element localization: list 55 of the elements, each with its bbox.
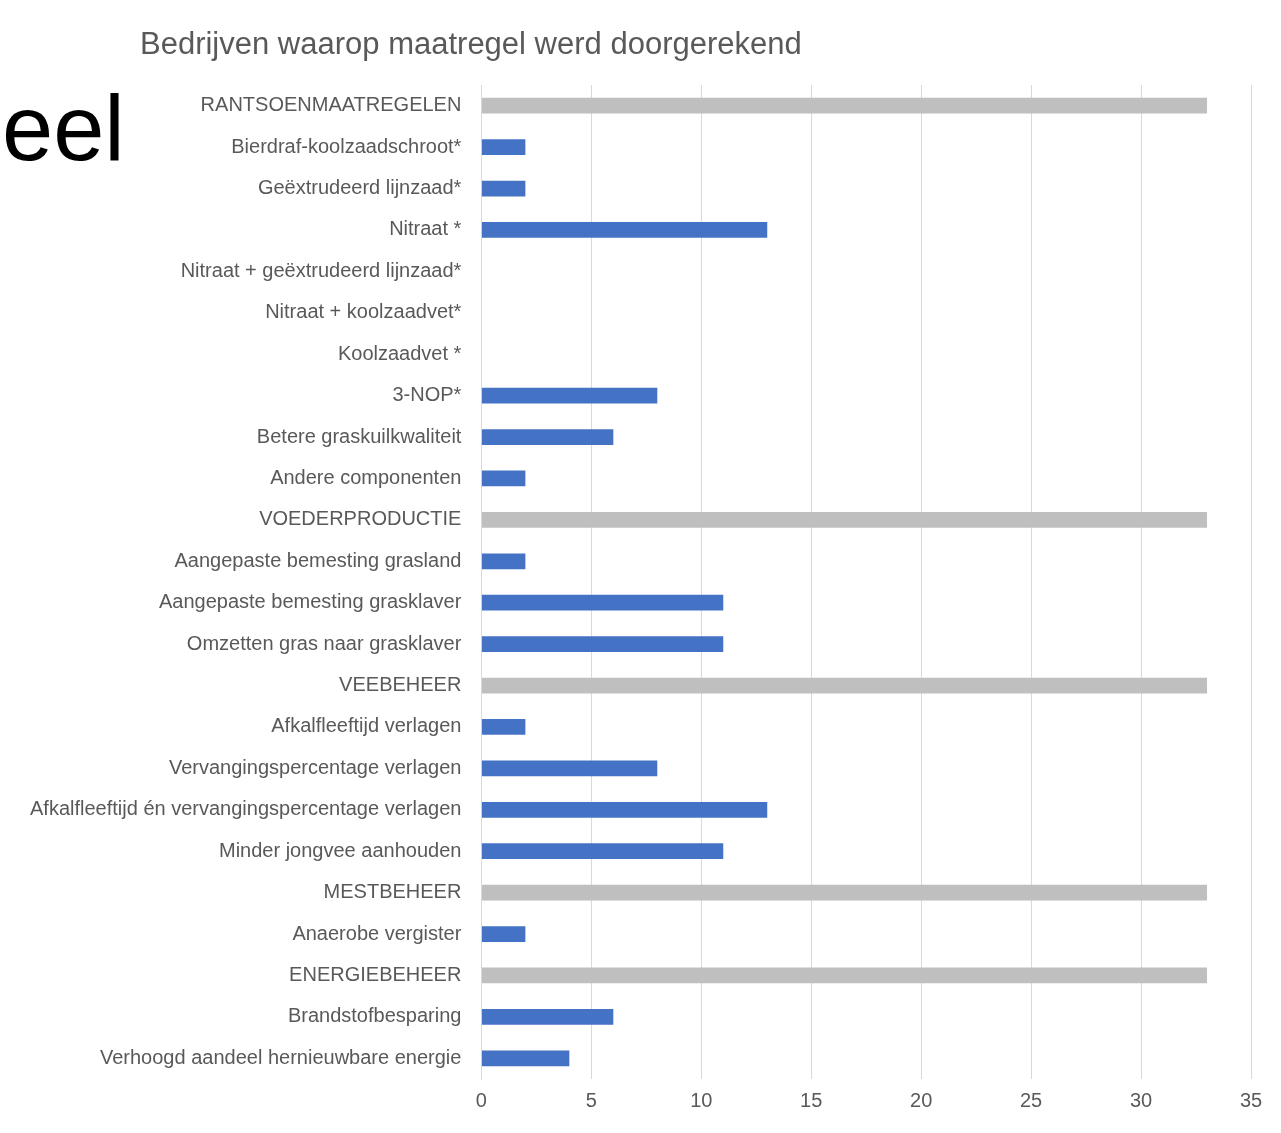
x-tick-label: 5	[585, 1088, 597, 1111]
y-tick-label: Andere componenten	[270, 465, 462, 488]
y-tick-label: Brandstofbesparing	[287, 1004, 462, 1027]
bar	[481, 512, 1208, 528]
x-tick-label: 25	[1019, 1088, 1043, 1111]
bar	[481, 677, 1208, 694]
bar	[481, 843, 724, 860]
bar	[481, 760, 658, 777]
x-tick-label: 35	[1239, 1088, 1263, 1111]
y-tick-label: Koolzaadvet *	[337, 341, 462, 364]
y-tick-label: ENERGIEBEHEER	[289, 962, 462, 985]
y-tick-label: 3-NOP*	[392, 383, 462, 406]
y-tick-label: Minder jongvee aanhouden	[218, 838, 462, 861]
bar	[481, 387, 658, 404]
y-tick-label: Omzetten gras naar grasklaver	[186, 631, 462, 654]
bar	[481, 884, 1208, 901]
y-tick-label: Vervangingspercentage verlagen	[168, 755, 462, 778]
bar	[481, 636, 724, 652]
x-tick-label: 30	[1129, 1088, 1153, 1111]
y-tick-label: MESTBEHEER	[323, 880, 462, 903]
bar	[481, 429, 614, 445]
chart-title: Bedrijven waarop maatregel werd doorgerekend	[140, 25, 802, 61]
bar	[481, 926, 526, 942]
y-tick-label: Aangepaste bemesting grasland	[174, 548, 462, 571]
x-tick-label: 0	[475, 1088, 487, 1111]
bar	[481, 97, 1208, 114]
y-tick-label: Anaerobe vergister	[292, 921, 462, 944]
y-tick-label: Nitraat *	[389, 217, 462, 240]
y-tick-label: Aangepaste bemesting grasklaver	[158, 590, 462, 613]
bar	[481, 719, 526, 735]
x-tick-label: 20	[910, 1088, 933, 1111]
bar	[481, 553, 526, 570]
bar	[481, 222, 768, 238]
bar	[481, 139, 526, 155]
y-tick-label: Afkalfleeftijd verlagen	[271, 714, 462, 737]
x-tick-label: 15	[800, 1088, 823, 1111]
y-tick-label: Betere graskuilkwaliteit	[256, 424, 462, 447]
y-tick-label: VOEDERPRODUCTIE	[259, 507, 462, 530]
bar	[481, 470, 526, 487]
y-tick-label: Nitraat + geëxtrudeerd lijnzaad*	[180, 258, 462, 281]
y-tick-label: RANTSOENMAATREGELEN	[200, 93, 462, 116]
bar	[481, 967, 1208, 984]
y-tick-label: Nitraat + koolzaadvet*	[265, 300, 462, 323]
bar	[481, 594, 724, 611]
y-tick-label: Bierdraf-koolzaadschroot*	[231, 134, 462, 157]
bar	[481, 1050, 570, 1067]
y-tick-label: Geëxtrudeerd lijnzaad*	[257, 176, 462, 199]
x-tick-label: 10	[690, 1088, 713, 1111]
y-tick-label: Afkalfleeftijd én vervangingspercentage verlagen	[30, 797, 462, 820]
bar	[481, 180, 526, 197]
y-tick-label: Verhoogd aandeel hernieuwbare energie	[99, 1045, 462, 1068]
bar	[481, 801, 768, 818]
bar	[481, 1009, 614, 1025]
y-tick-label: VEEBEHEER	[339, 673, 462, 696]
text: eel	[2, 77, 125, 179]
